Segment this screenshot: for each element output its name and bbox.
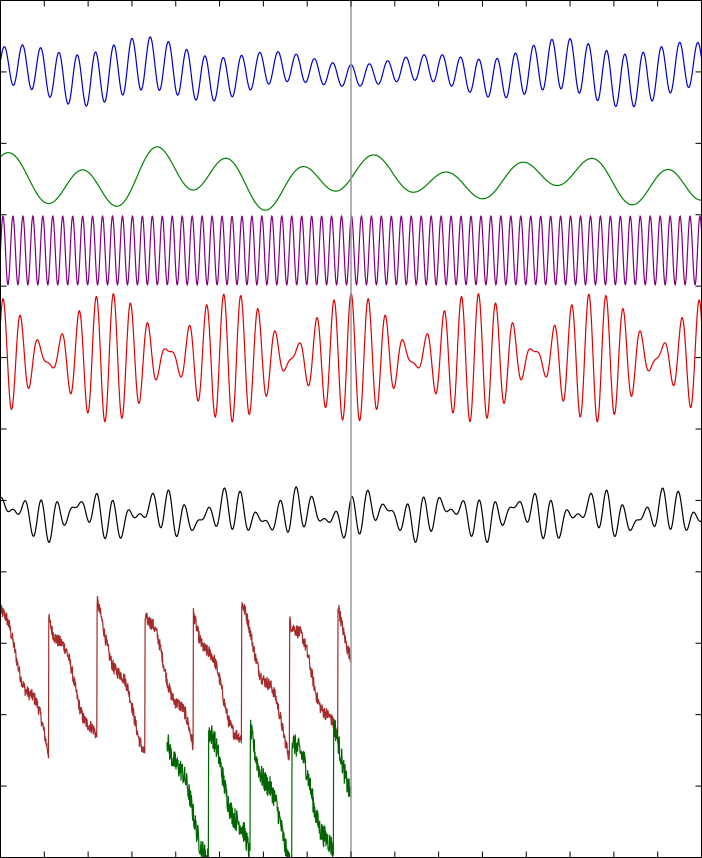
series-line-7: [166, 718, 352, 858]
series-line-6: [0, 595, 352, 761]
